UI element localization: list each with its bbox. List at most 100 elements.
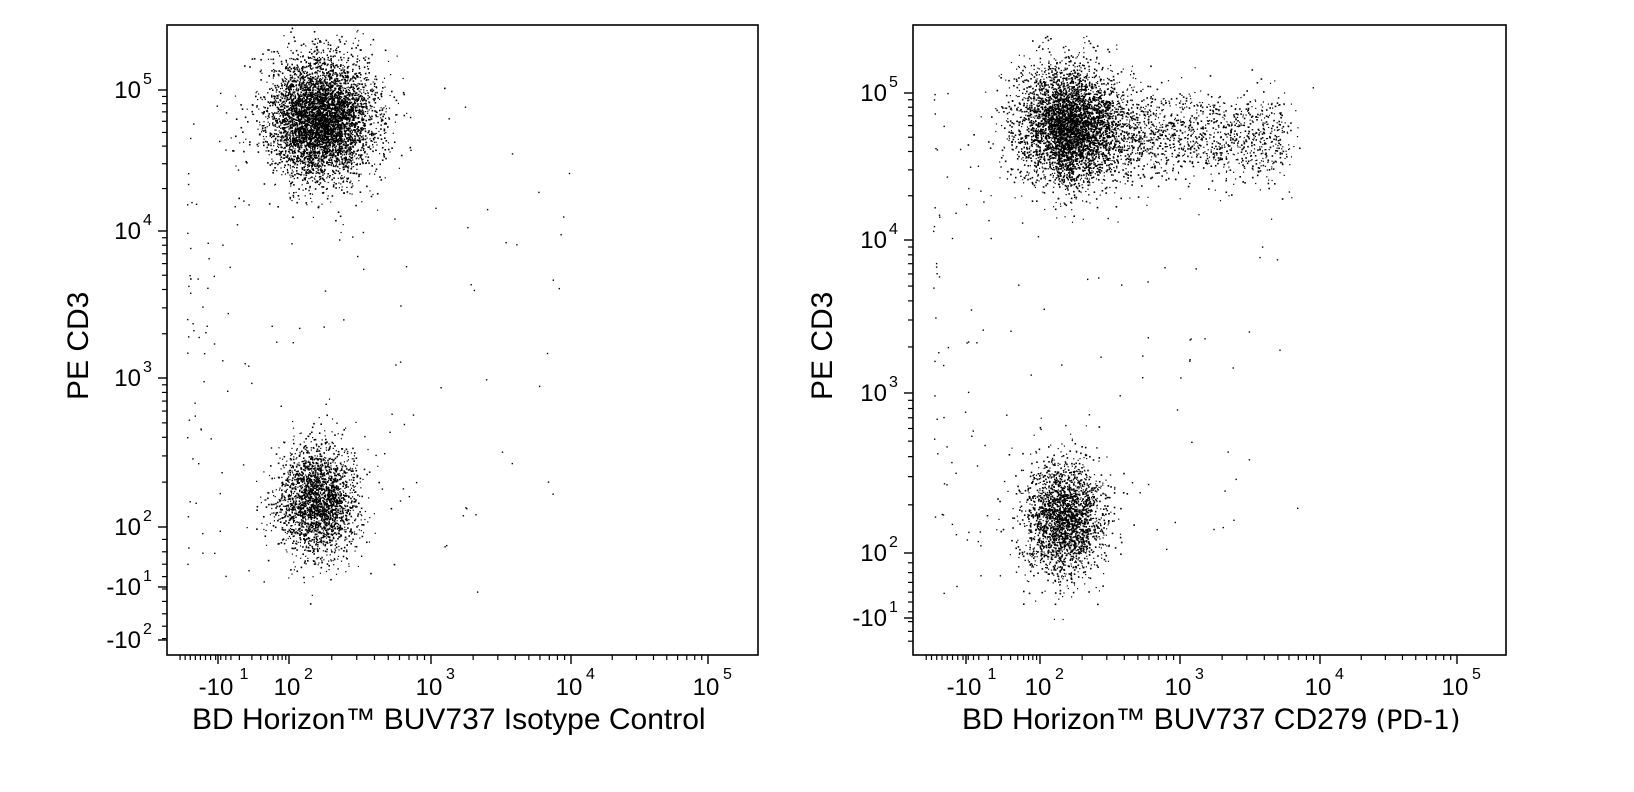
event-point [348,158,350,160]
event-point [304,66,306,69]
event-point [306,133,308,135]
event-point [290,99,292,101]
event-point [396,55,398,57]
event-point [337,80,339,83]
event-point [290,106,292,109]
event-point [299,68,301,70]
event-point [266,146,268,149]
event-point [310,48,312,50]
event-point [285,160,288,163]
event-point [287,163,290,166]
event-point [350,86,353,88]
event-point [322,100,325,102]
event-point [326,187,328,190]
event-point [297,89,299,92]
event-point [346,186,348,188]
event-point [335,151,338,153]
event-point [285,100,288,103]
event-point [345,157,347,159]
event-point [311,52,313,55]
event-point [366,137,368,139]
event-point [310,86,312,88]
event-point [351,119,353,121]
event-point [290,84,292,87]
event-point [332,99,334,101]
event-point [323,113,326,116]
event-point [444,87,446,90]
event-point [332,70,334,72]
event-point [388,117,390,119]
event-point [338,96,340,99]
event-point [291,159,294,161]
event-point [282,115,285,118]
event-point [289,135,292,137]
event-point [340,117,342,120]
event-point [278,152,281,155]
event-point [346,121,348,124]
event-point [375,111,377,113]
event-point [362,149,365,151]
event-point [302,75,304,77]
event-point [305,101,307,103]
event-point [354,73,356,75]
event-point [350,116,353,118]
event-point [266,107,269,109]
event-point [346,104,349,106]
event-point [311,129,314,131]
event-point [344,74,347,77]
event-point [322,90,324,92]
event-point [283,166,285,168]
event-point [336,47,338,49]
event-point [295,118,297,121]
event-point [293,86,295,88]
event-point [372,89,375,92]
event-point [304,127,306,130]
event-point [311,40,314,43]
event-point [354,92,357,95]
event-point [314,63,316,65]
event-point [334,79,336,81]
event-point [330,66,332,68]
event-point [317,99,319,102]
event-point [339,143,342,145]
event-point [291,120,294,122]
event-point [334,160,337,163]
plot-panel-isotype: -10 1 10 2 10 3 10 4 10 5 -10 2 -10 1 10 2 10 3 10 4 10 5 PE … [0,0,800,792]
event-point [332,171,335,173]
event-point [312,78,314,80]
event-point [317,151,319,153]
event-point [328,122,330,124]
event-point [317,115,319,117]
event-point [283,114,285,116]
event-point [283,90,285,92]
event-point [358,139,361,141]
event-point [338,39,341,41]
event-point [281,102,283,104]
event-point [345,147,347,149]
event-point [332,131,334,134]
event-point [293,121,296,123]
event-point [336,145,338,147]
event-point [321,203,323,205]
event-point [314,147,316,150]
event-point [312,105,314,107]
event-point [348,93,351,96]
event-point [313,177,315,179]
event-point [304,84,307,87]
event-point [313,117,315,119]
event-point [330,86,332,88]
event-point [310,93,313,95]
event-point [322,120,324,122]
event-point [322,86,324,88]
event-point [297,155,299,157]
event-point [374,92,376,94]
event-point [317,65,319,68]
event-point [324,131,327,134]
event-point [309,99,312,101]
event-point [306,111,308,114]
event-point [317,159,319,162]
event-point [235,135,237,138]
event-point [309,92,312,94]
event-point [358,40,360,42]
